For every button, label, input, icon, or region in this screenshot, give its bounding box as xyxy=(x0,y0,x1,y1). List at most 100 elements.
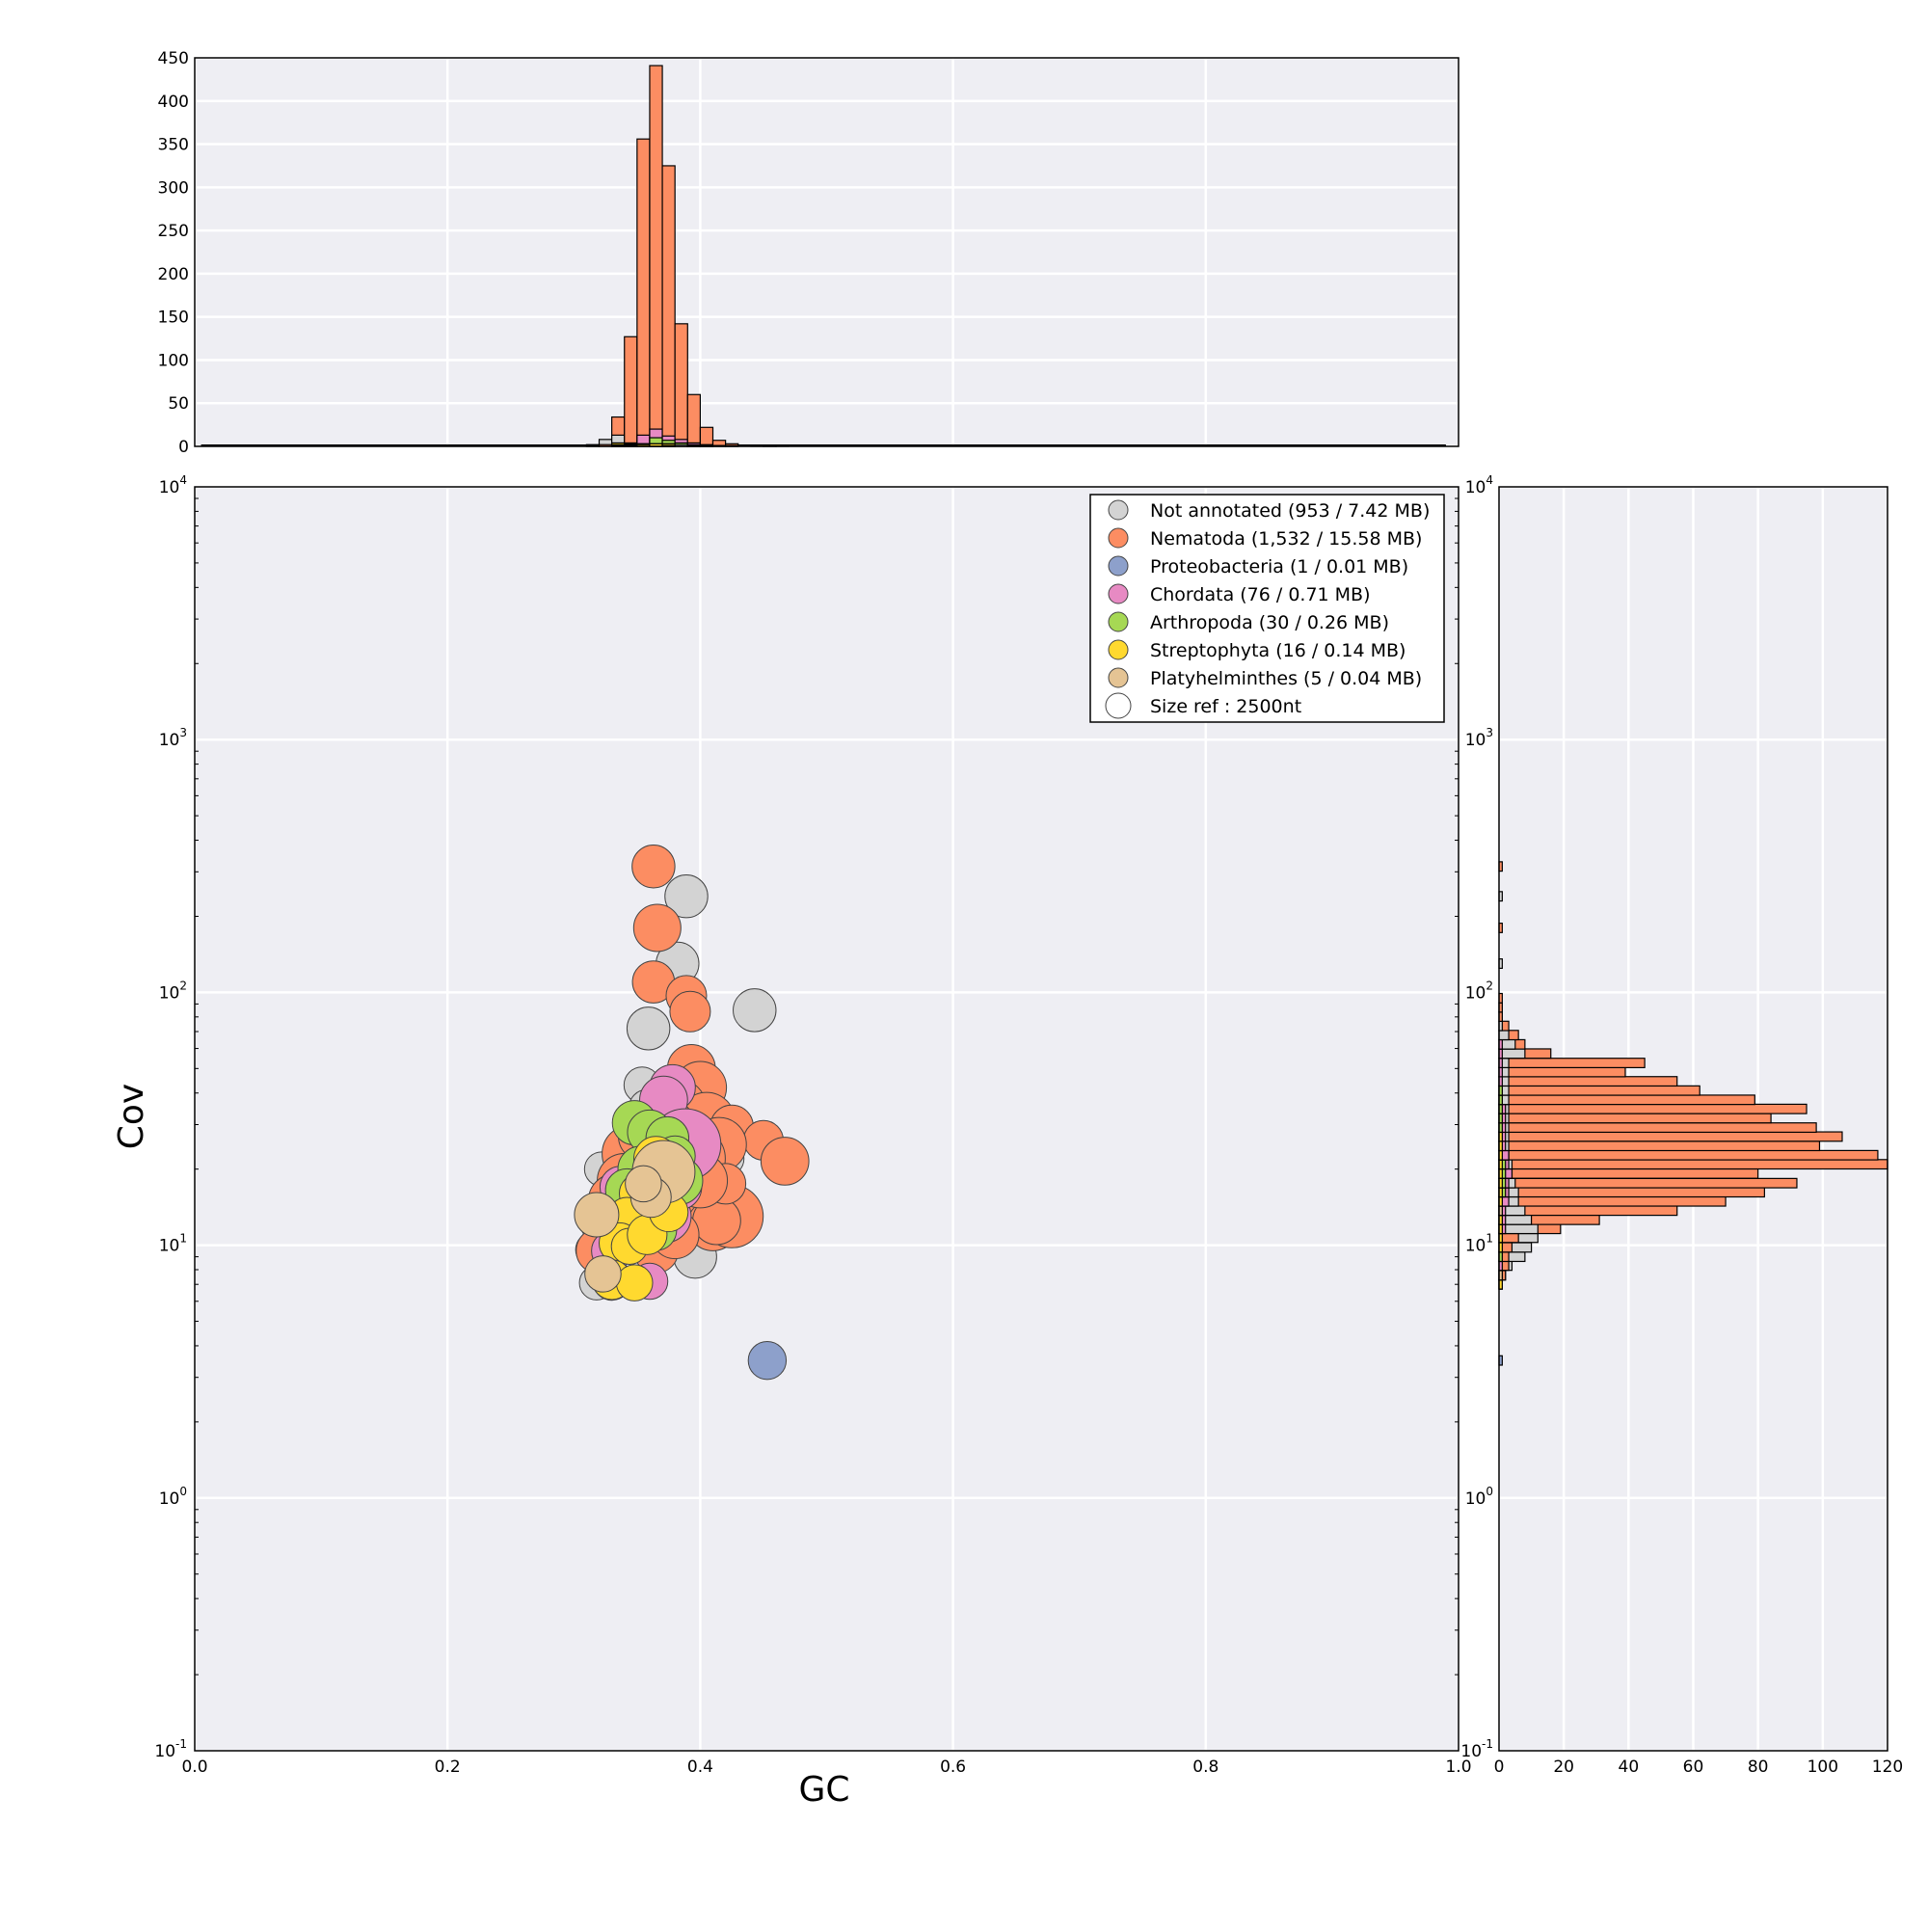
scatter-frame xyxy=(194,486,1459,1752)
right-hist-y-tick-label: 100 xyxy=(1465,1485,1493,1509)
right-hist-x-tick-label: 80 xyxy=(1748,1758,1769,1777)
y-tick-label: 103 xyxy=(159,726,187,750)
scatter-point xyxy=(669,990,711,1033)
legend-label: Size ref : 2500nt xyxy=(1150,696,1301,717)
top-hist-bar xyxy=(686,393,701,447)
top-hist-bar xyxy=(674,323,688,447)
legend-label: Nematoda (1,532 / 15.58 MB) xyxy=(1150,528,1422,550)
y-tick-label: 104 xyxy=(159,473,187,497)
y-tick-label: 100 xyxy=(159,1485,187,1509)
right-hist-bar xyxy=(1498,1122,1817,1134)
x-tick-label: 0.8 xyxy=(1192,1758,1218,1777)
x-tick-label: 0.0 xyxy=(181,1758,207,1777)
scatter-point xyxy=(632,903,682,953)
scatter-point xyxy=(625,1165,662,1203)
right-hist-y-tick-label: 104 xyxy=(1465,473,1493,497)
x-tick-label: 0.2 xyxy=(435,1758,461,1777)
right-hist-bar xyxy=(1498,1030,1510,1041)
right-histogram-panel: 0 20 40 60 80 100 120 10-1 100 101 102 103 104 xyxy=(1460,473,1903,1777)
scatter-point xyxy=(760,1137,810,1186)
scatter-point xyxy=(631,845,676,889)
top-hist-bar xyxy=(624,335,638,447)
scatter-point xyxy=(574,1192,620,1238)
legend-label: Chordata (76 / 0.71 MB) xyxy=(1150,584,1371,605)
right-hist-bar xyxy=(1498,1195,1727,1207)
top-hist-area xyxy=(195,58,1459,446)
right-hist-x-tick-label: 60 xyxy=(1683,1758,1704,1777)
top-hist-y-tick-label: 250 xyxy=(158,222,189,241)
scatter-point xyxy=(664,873,709,919)
right-hist-x-tick-label: 20 xyxy=(1553,1758,1574,1777)
top-hist-y-tick-label: 400 xyxy=(158,93,189,112)
right-hist-bar xyxy=(1498,1149,1879,1161)
right-hist-x-tick-label: 120 xyxy=(1872,1758,1903,1777)
y-tick-label: 101 xyxy=(159,1232,187,1256)
series-platyhelminthes xyxy=(574,1140,696,1293)
top-hist-bar xyxy=(699,426,714,447)
scatter-point xyxy=(615,1264,654,1301)
top-hist-y-tick-label: 0 xyxy=(178,438,189,457)
right-hist-bar xyxy=(1498,1140,1821,1152)
top-hist-y-tick-label: 100 xyxy=(158,351,189,370)
right-hist-bar xyxy=(1498,1066,1626,1078)
x-tick-label: 1.0 xyxy=(1445,1758,1471,1777)
legend-marker xyxy=(1108,555,1129,577)
legend-label: Arthropoda (30 / 0.26 MB) xyxy=(1150,612,1389,633)
right-hist-bar xyxy=(1498,1113,1772,1124)
right-hist-bar xyxy=(1498,1177,1798,1189)
right-hist-bar xyxy=(1498,1131,1843,1142)
right-hist-y-tick-label: 10-1 xyxy=(1460,1737,1493,1761)
right-hist-x-tick-label: 100 xyxy=(1808,1758,1838,1777)
legend-marker xyxy=(1105,692,1132,719)
top-hist-y-tick-label: 150 xyxy=(158,309,189,328)
right-hist-bar xyxy=(1498,1159,1888,1170)
x-tick-label: 0.6 xyxy=(940,1758,966,1777)
right-hist-bar xyxy=(1498,1205,1678,1217)
top-histogram-panel: 0 50 100 150 200 250 300 350 400 450 xyxy=(158,49,1460,457)
scatter-point xyxy=(626,1006,671,1051)
series-proteobacteria xyxy=(747,1340,788,1381)
right-hist-bar xyxy=(1498,1085,1700,1096)
legend-marker xyxy=(1108,527,1129,549)
right-hist-y-tick-label: 103 xyxy=(1465,726,1493,750)
right-hist-bar xyxy=(1498,1187,1765,1198)
legend-label: Streptophyta (16 / 0.14 MB) xyxy=(1150,640,1406,661)
right-hist-y-tick-label: 102 xyxy=(1465,979,1493,1003)
legend-label: Platyhelminthes (5 / 0.04 MB) xyxy=(1150,668,1422,689)
top-hist-y-tick-label: 450 xyxy=(158,49,189,68)
legend: Not annotated (953 / 7.42 MB) Nematoda (1… xyxy=(1089,494,1445,723)
scatter-point xyxy=(747,1340,788,1381)
y-axis-title: Cov xyxy=(112,1084,151,1149)
right-hist-bar xyxy=(1498,1167,1759,1179)
right-hist-bar xyxy=(1498,1094,1755,1106)
top-hist-y-tick-label: 350 xyxy=(158,136,189,155)
top-hist-frame xyxy=(194,57,1459,447)
legend-marker xyxy=(1108,499,1129,521)
right-hist-bar xyxy=(1498,1076,1678,1087)
x-axis-title: GC xyxy=(798,1770,849,1810)
scatter-point xyxy=(733,988,777,1033)
top-hist-y-tick-label: 50 xyxy=(168,394,189,414)
top-hist-bar xyxy=(661,165,676,447)
top-hist-y-tick-label: 200 xyxy=(158,265,189,284)
legend-box xyxy=(1089,494,1445,723)
right-hist-y-tick-label: 101 xyxy=(1465,1232,1493,1256)
right-hist-bar xyxy=(1498,1048,1526,1060)
legend-label: Proteobacteria (1 / 0.01 MB) xyxy=(1150,556,1408,577)
y-tick-label: 102 xyxy=(159,979,187,1003)
y-tick-label: 10-1 xyxy=(154,1737,187,1761)
legend-marker xyxy=(1108,639,1129,660)
top-hist-bar xyxy=(636,138,651,447)
legend-marker xyxy=(1108,583,1129,604)
right-hist-bar xyxy=(1498,1103,1808,1114)
legend-marker xyxy=(1108,611,1129,632)
top-hist-bar xyxy=(649,65,663,447)
legend-marker xyxy=(1108,667,1129,688)
x-tick-label: 0.4 xyxy=(687,1758,713,1777)
right-hist-x-tick-label: 0 xyxy=(1494,1758,1505,1777)
top-hist-y-tick-label: 300 xyxy=(158,178,189,198)
right-hist-bar xyxy=(1498,1058,1646,1069)
scatter-point xyxy=(584,1255,622,1293)
